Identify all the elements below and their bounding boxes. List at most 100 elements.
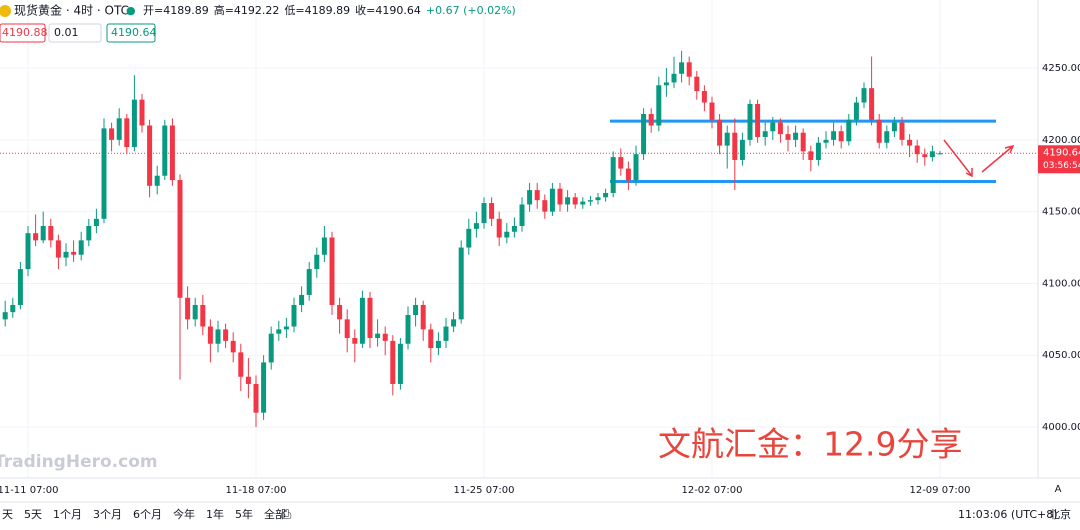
candle-body <box>17 269 23 305</box>
candle-body <box>815 142 821 160</box>
candle-body <box>48 226 54 241</box>
candle-body <box>147 125 153 186</box>
auto-scale[interactable]: A <box>1055 484 1062 495</box>
x-tick-label: 11-11 07:00 <box>0 485 59 496</box>
candle-body <box>78 240 84 255</box>
candle-body <box>223 329 229 341</box>
candle-body <box>261 362 267 413</box>
candle-body <box>63 251 69 258</box>
candle-body <box>283 326 289 330</box>
candle-body <box>527 190 533 205</box>
candle-body <box>663 82 669 86</box>
candle-body <box>869 88 875 120</box>
candle-body <box>405 315 411 344</box>
candle-body <box>473 223 479 229</box>
candle-body <box>686 62 692 77</box>
candle-body <box>291 304 297 327</box>
timezone[interactable]: 北京 <box>1049 507 1071 521</box>
candle-body <box>603 192 609 198</box>
candle-body <box>656 85 662 126</box>
candle-body <box>192 304 198 320</box>
candle-body <box>177 180 183 298</box>
candle-body <box>154 175 160 186</box>
candle-body <box>489 203 495 219</box>
candle-body <box>534 190 540 201</box>
candle-body <box>937 153 943 155</box>
last-price-label: 4190.64 <box>1043 147 1080 158</box>
spread-box <box>48 23 102 43</box>
arrow-down <box>943 139 973 178</box>
x-tick-label: 11-18 07:00 <box>225 485 286 496</box>
plot-area <box>0 0 1038 478</box>
candle-body <box>33 233 39 241</box>
candle-body <box>86 226 92 241</box>
range-button[interactable]: 5天 <box>24 508 42 521</box>
candle-body <box>367 297 373 339</box>
candle-body <box>109 128 115 140</box>
candle-body <box>390 340 396 384</box>
candle-body <box>587 200 593 202</box>
candle-body <box>739 139 745 160</box>
candle-body <box>55 240 61 258</box>
candle-body <box>519 204 525 227</box>
candle-body <box>891 122 897 132</box>
candle-body <box>2 312 8 320</box>
y-tick-label: 4200.00 <box>1042 135 1080 146</box>
range-button[interactable]: 5年 <box>235 507 253 521</box>
candle-body <box>709 102 715 120</box>
symbol-icon <box>0 5 11 17</box>
annotation: 文航汇金：12.9分享 <box>658 425 962 464</box>
candle-body <box>610 157 616 193</box>
candle-body <box>747 103 753 140</box>
candle-body <box>329 237 335 305</box>
range-button[interactable]: 6个月 <box>133 508 162 521</box>
candle-body <box>565 197 571 205</box>
candle-body <box>618 157 624 169</box>
candle-body <box>10 304 16 313</box>
buy-box[interactable] <box>106 23 156 43</box>
candle-body <box>907 139 913 146</box>
range-button[interactable]: 3个月 <box>93 508 122 521</box>
candle-body <box>359 297 365 344</box>
y-tick-label: 4100.00 <box>1042 278 1080 289</box>
sell-box[interactable] <box>0 23 46 43</box>
candle-body <box>337 304 343 320</box>
candle-body <box>755 103 761 137</box>
spread: 0.01 <box>54 26 79 39</box>
candle-body <box>139 99 145 126</box>
range-button[interactable]: 1年 <box>206 507 224 521</box>
candle-body <box>253 383 259 413</box>
candle-body <box>922 154 928 158</box>
candle-body <box>185 297 191 320</box>
candle-body <box>451 319 457 327</box>
candle-body <box>823 139 829 143</box>
candle-body <box>542 200 548 212</box>
candle-body <box>831 131 837 140</box>
candle-body <box>245 376 251 384</box>
range-button[interactable]: 全部 <box>264 507 286 521</box>
range-button[interactable]: 今年 <box>173 507 195 521</box>
candle-body <box>344 319 350 339</box>
candle-body <box>230 340 236 353</box>
candle-body <box>169 125 175 181</box>
range-button[interactable]: 1个月 <box>53 508 82 521</box>
candle-body <box>352 338 358 344</box>
candle-body <box>648 114 654 126</box>
candle-body <box>785 134 791 140</box>
watermark: TradingHero.com <box>0 452 158 472</box>
range-button[interactable]: 天 <box>2 508 13 521</box>
candle-body <box>116 118 122 140</box>
candle-body <box>717 119 723 146</box>
x-tick-label: 12-02 07:00 <box>681 485 742 496</box>
candle-body <box>413 304 419 316</box>
date-range-icon[interactable]: ⎙ <box>281 508 292 523</box>
sell-price: 4190.88 <box>2 26 48 39</box>
candle-body <box>382 333 388 341</box>
candle-body <box>808 151 814 160</box>
candle-body <box>162 125 168 176</box>
candle-body <box>458 247 464 320</box>
ohlc-legend: 开=4189.89 高=4192.22 低=4189.89 收=4190.64 +0.6… <box>143 3 516 17</box>
candle-body <box>838 131 844 142</box>
candle-body <box>71 251 77 255</box>
